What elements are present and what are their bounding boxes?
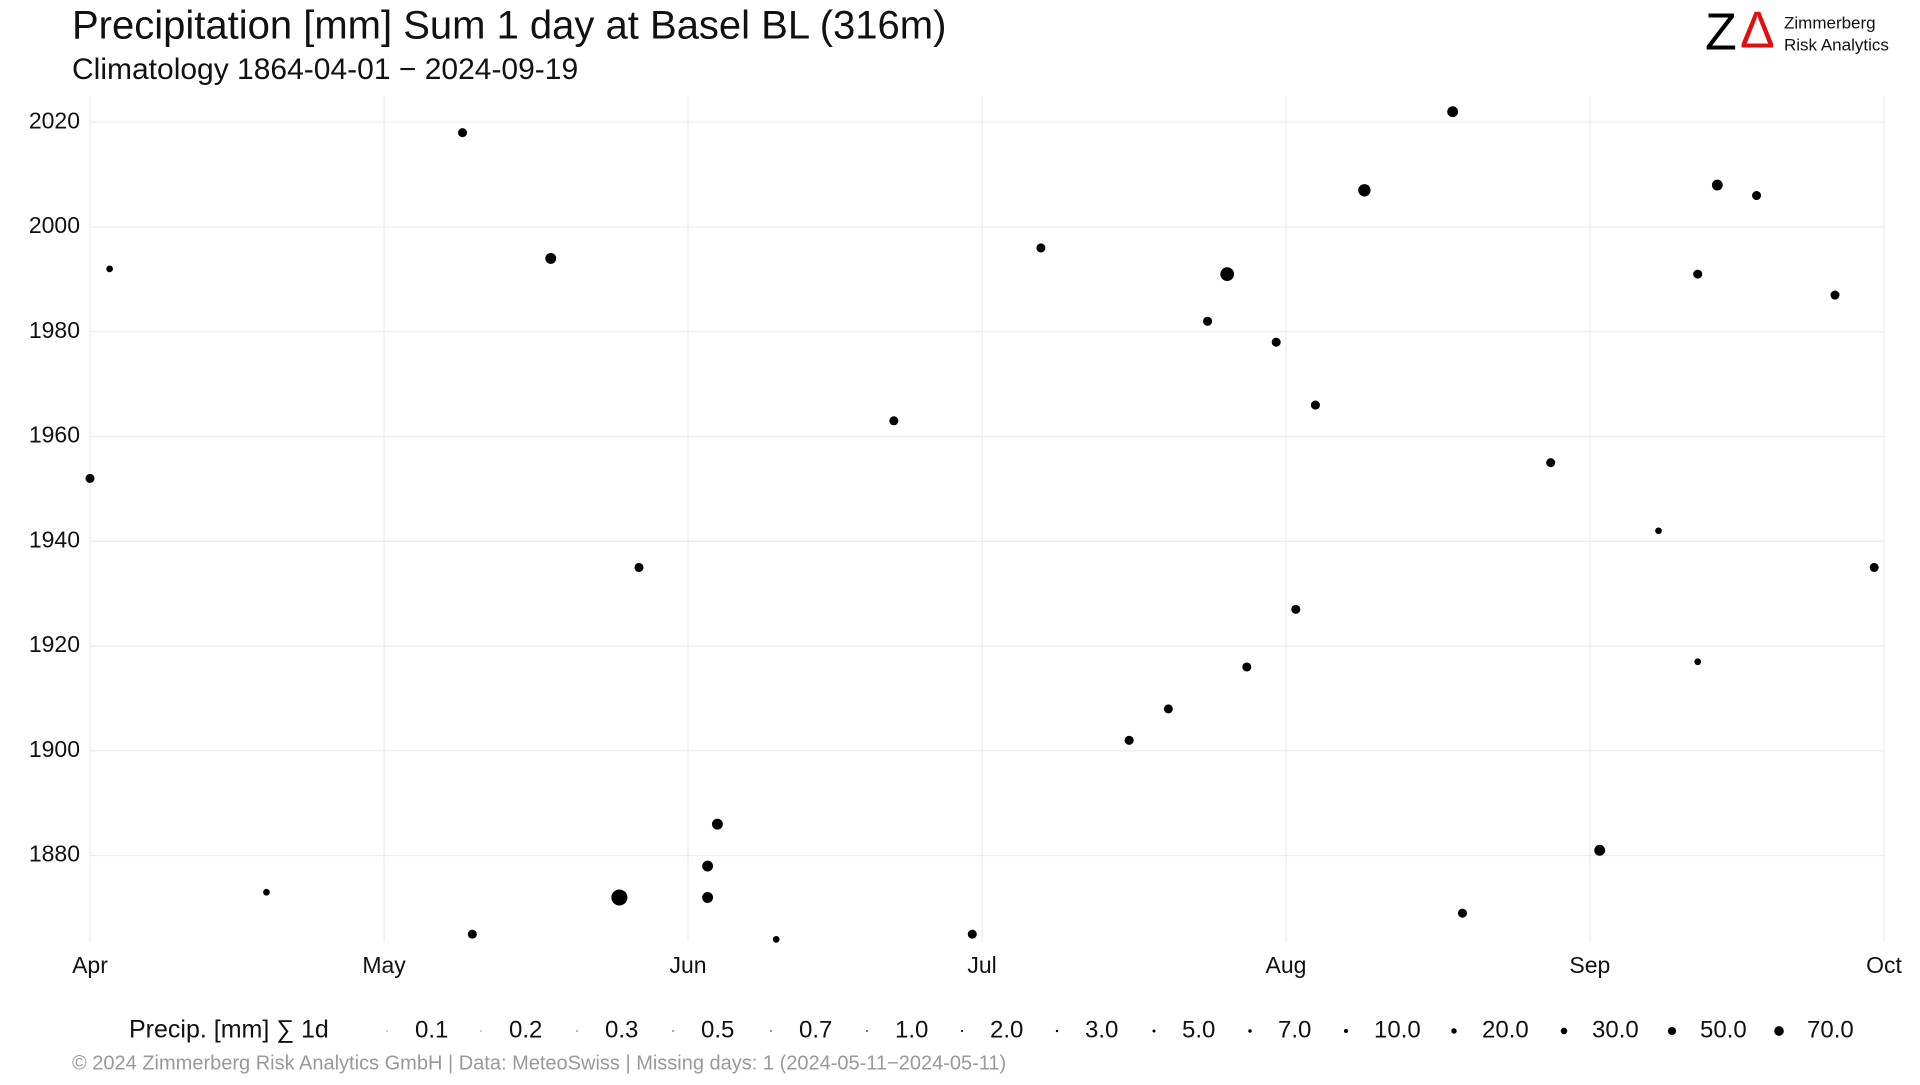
legend-dot xyxy=(480,1030,482,1032)
legend-label: 7.0 xyxy=(1278,1016,1311,1043)
x-tick-label: Sep xyxy=(1569,952,1610,978)
x-tick-label: Oct xyxy=(1866,952,1902,978)
legend-label: 3.0 xyxy=(1085,1016,1118,1043)
chart-subtitle: Climatology 1864-04-01 − 2024-09-19 xyxy=(72,53,578,86)
logo-delta: Δ xyxy=(1740,2,1775,60)
legend-label: 70.0 xyxy=(1807,1016,1854,1043)
legend-label: 0.2 xyxy=(509,1016,542,1043)
y-tick-label: 1940 xyxy=(29,526,80,552)
legend-dot xyxy=(1248,1029,1252,1033)
precip-dot xyxy=(1546,458,1556,468)
precip-dot xyxy=(457,128,468,138)
precip-dot xyxy=(1655,527,1662,535)
legend-dot xyxy=(1055,1029,1059,1033)
logo-line: Zimmerberg xyxy=(1784,13,1876,32)
legend-label: 10.0 xyxy=(1374,1016,1421,1043)
y-tick-label: 1920 xyxy=(29,631,80,657)
precip-dot xyxy=(1594,844,1606,856)
legend-label: 5.0 xyxy=(1182,1016,1215,1043)
legend-label: 2.0 xyxy=(990,1016,1023,1043)
precip-dot xyxy=(611,889,628,906)
logo-z: Z xyxy=(1705,4,1737,62)
legend-dot xyxy=(866,1030,868,1032)
x-tick-label: Jun xyxy=(669,952,706,978)
precip-dot xyxy=(1830,290,1840,300)
legend-label: 0.1 xyxy=(415,1016,448,1043)
precip-dot xyxy=(889,416,899,426)
precip-dot xyxy=(1869,562,1879,572)
precip-dot xyxy=(634,562,644,572)
precip-dot xyxy=(1124,735,1134,745)
legend-dot xyxy=(386,1030,388,1032)
legend-label: 0.3 xyxy=(605,1016,638,1043)
precip-dot xyxy=(1271,337,1281,347)
y-tick-label: 1900 xyxy=(29,736,80,762)
legend-label: 0.7 xyxy=(799,1016,832,1043)
precip-dot xyxy=(772,936,780,943)
legend-dot xyxy=(576,1030,578,1032)
legend-label: 1.0 xyxy=(895,1016,928,1043)
precip-dot xyxy=(1752,191,1762,201)
legend-label: 30.0 xyxy=(1592,1016,1639,1043)
legend-dot xyxy=(672,1030,674,1032)
legend-dot xyxy=(770,1030,772,1032)
y-tick-label: 2020 xyxy=(29,107,80,133)
precip-dot xyxy=(1694,658,1702,666)
precip-dot xyxy=(1220,267,1235,281)
precip-dot xyxy=(1203,316,1213,326)
legend-label: 20.0 xyxy=(1482,1016,1529,1043)
precip-dot xyxy=(967,929,977,939)
precip-dot xyxy=(1457,908,1467,918)
precip-dot xyxy=(467,929,477,939)
precip-dot xyxy=(711,818,723,830)
logo-line: Risk Analytics xyxy=(1784,35,1889,54)
precip-dot xyxy=(1358,184,1371,197)
precip-dot xyxy=(1693,269,1703,279)
chart-title: Precipitation [mm] Sum 1 day at Basel BL… xyxy=(72,4,946,48)
footer: © 2024 Zimmerberg Risk Analytics GmbH | … xyxy=(72,1052,1006,1074)
precip-dot xyxy=(545,252,557,264)
precip-dot xyxy=(263,888,270,896)
precip-dot xyxy=(1036,243,1046,253)
precip-dot xyxy=(1163,704,1173,714)
precip-dot xyxy=(1447,106,1459,118)
legend-dot xyxy=(1774,1026,1784,1036)
legend-dot xyxy=(960,1029,964,1033)
precip-dot xyxy=(702,892,714,903)
legend-dot xyxy=(1560,1027,1568,1035)
legend-label: 50.0 xyxy=(1700,1016,1747,1043)
legend-label: 0.5 xyxy=(701,1016,734,1043)
legend-title: Precip. [mm] ∑ 1d xyxy=(129,1016,329,1044)
precip-dot xyxy=(1711,179,1723,191)
y-tick-label: 1980 xyxy=(29,317,80,343)
legend-dot xyxy=(1667,1026,1677,1036)
x-tick-label: May xyxy=(362,952,406,978)
precip-dot xyxy=(106,265,113,273)
legend-dot xyxy=(1343,1028,1349,1034)
precip-dot xyxy=(85,473,95,483)
precip-dot xyxy=(1310,400,1320,410)
y-tick-label: 2000 xyxy=(29,212,80,238)
x-tick-label: Aug xyxy=(1266,952,1307,978)
y-tick-label: 1960 xyxy=(29,422,80,448)
precip-dot xyxy=(702,860,714,872)
precip-dot xyxy=(1242,662,1252,672)
legend-dot xyxy=(1451,1028,1457,1034)
x-tick-label: Apr xyxy=(72,952,108,978)
x-tick-label: Jul xyxy=(967,952,996,978)
y-tick-label: 1880 xyxy=(29,841,80,867)
legend-dot xyxy=(1152,1029,1156,1033)
precip-dot xyxy=(1291,604,1301,614)
